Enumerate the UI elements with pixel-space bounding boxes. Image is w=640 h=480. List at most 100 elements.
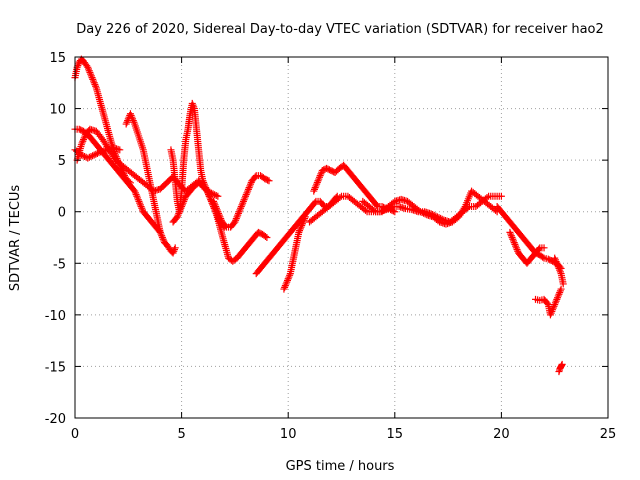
data-point <box>203 187 211 195</box>
data-point <box>178 203 186 211</box>
data-point <box>237 203 245 211</box>
data-point <box>507 232 515 240</box>
y-tick-label: -15 <box>45 360 66 375</box>
data-point <box>301 215 309 223</box>
data-point <box>232 216 240 224</box>
data-point <box>284 275 292 283</box>
data-point <box>238 201 246 209</box>
data-point <box>552 297 560 305</box>
data-point <box>559 280 567 288</box>
data-point <box>178 201 186 209</box>
data-point <box>175 209 183 217</box>
data-point <box>315 175 323 183</box>
data-point <box>555 290 563 298</box>
data-point <box>176 206 184 214</box>
data-point <box>507 230 515 238</box>
data-point <box>512 242 520 250</box>
data-point <box>301 213 309 221</box>
data-point <box>556 268 564 276</box>
data-point <box>240 196 248 204</box>
data-point <box>556 287 564 295</box>
data-point <box>137 203 145 211</box>
data-point <box>77 141 85 149</box>
data-point <box>212 203 220 211</box>
data-point <box>314 177 322 185</box>
data-point <box>80 136 88 144</box>
data-point <box>206 194 214 202</box>
data-point <box>554 292 562 300</box>
data-point <box>158 234 166 241</box>
data-point <box>295 228 303 236</box>
data-point <box>174 211 182 219</box>
y-tick-label: -5 <box>53 257 66 272</box>
data-point <box>506 228 514 236</box>
data-point <box>237 204 245 212</box>
data-point <box>234 211 242 219</box>
data-point <box>264 176 272 184</box>
data-point <box>90 151 98 159</box>
data-point <box>210 199 218 207</box>
y-axis-label: SDTVAR / TECUs <box>8 185 23 292</box>
data-point <box>138 204 146 212</box>
x-tick-label: 10 <box>280 427 297 442</box>
data-point <box>216 213 224 221</box>
data-point <box>158 232 166 240</box>
data-point <box>89 152 97 160</box>
data-point <box>300 216 308 224</box>
data-point <box>188 99 196 107</box>
data-point <box>242 192 250 200</box>
data-point <box>483 194 491 202</box>
data-point <box>134 194 142 202</box>
data-point <box>74 62 82 70</box>
data-point <box>555 264 563 272</box>
data-point <box>551 301 559 309</box>
data-point <box>236 206 244 214</box>
data-point <box>297 223 305 231</box>
data-point <box>554 294 562 302</box>
data-point <box>217 215 225 223</box>
data-point <box>285 273 293 281</box>
data-point <box>552 258 560 266</box>
data-point <box>557 285 565 293</box>
data-point <box>92 150 100 158</box>
data-point <box>116 146 124 154</box>
data-point <box>179 199 187 207</box>
data-point <box>215 209 223 217</box>
data-point <box>280 285 288 293</box>
data-point <box>551 299 559 307</box>
data-point <box>286 271 294 279</box>
data-point <box>246 182 254 190</box>
data-point <box>157 230 165 238</box>
data-point <box>85 65 93 73</box>
data-point <box>159 235 167 243</box>
data-point <box>129 115 137 123</box>
data-point <box>420 209 428 217</box>
x-axis-label: GPS time / hours <box>286 459 395 474</box>
data-point <box>241 194 249 202</box>
x-tick-label: 0 <box>71 427 79 442</box>
data-point <box>263 234 271 241</box>
data-point <box>214 208 222 216</box>
data-point <box>247 180 255 188</box>
data-point <box>282 280 290 288</box>
data-point <box>370 206 378 214</box>
axis-ticks: 0 5 10 15 20 25 -20 -15 -10 -5 0 5 10 15 <box>45 51 617 442</box>
data-point <box>131 189 139 197</box>
x-tick-label: 15 <box>387 427 404 442</box>
y-tick-label: 10 <box>49 103 66 118</box>
data-point <box>298 221 306 229</box>
data-point <box>298 220 306 228</box>
data-point <box>232 215 240 223</box>
data-point <box>316 172 324 180</box>
data-point <box>551 254 559 262</box>
data-point <box>315 173 323 181</box>
data-point <box>550 302 558 310</box>
data-point <box>261 232 269 240</box>
y-tick-label: 15 <box>49 51 66 66</box>
data-point <box>129 117 137 125</box>
data-point <box>389 207 397 215</box>
data-point <box>509 235 517 243</box>
data-point <box>299 218 307 226</box>
data-point <box>89 75 97 83</box>
